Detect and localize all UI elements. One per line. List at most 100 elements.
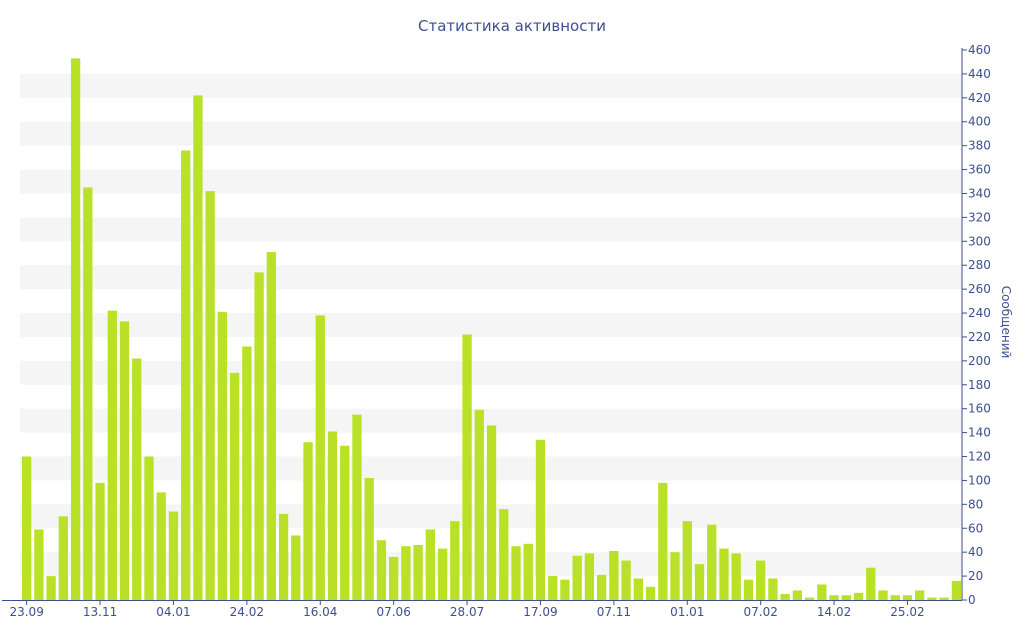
bar	[266, 252, 276, 600]
x-tick-label: 07.06	[376, 605, 410, 619]
bar	[866, 567, 876, 600]
bar	[596, 574, 607, 600]
y-tick-label: 140	[968, 426, 991, 440]
bar	[535, 439, 546, 600]
bar	[523, 543, 533, 600]
y-tick-label: 440	[968, 67, 991, 81]
bar	[303, 442, 313, 600]
bar	[58, 516, 69, 600]
grid-band	[20, 265, 962, 290]
x-tick-label: 28.07	[450, 605, 484, 619]
bar	[168, 511, 179, 600]
bar	[743, 579, 754, 600]
bar	[853, 592, 864, 600]
bar	[156, 492, 166, 600]
bar	[46, 576, 56, 600]
bar	[645, 586, 656, 600]
bar	[217, 311, 228, 600]
bar	[927, 597, 937, 600]
y-tick-label: 40	[968, 545, 983, 559]
bar	[291, 535, 301, 600]
bar	[499, 509, 509, 600]
y-tick-label: 20	[968, 569, 983, 583]
bar	[694, 564, 705, 600]
x-tick-label: 25.02	[890, 605, 924, 619]
bars-group	[22, 58, 962, 600]
bar	[756, 560, 766, 600]
y-tick-label: 240	[968, 306, 991, 320]
bar	[804, 597, 815, 600]
x-tick-label: 14.02	[817, 605, 851, 619]
x-tick-label: 17.09	[523, 605, 557, 619]
bar	[511, 546, 521, 600]
bar	[229, 372, 240, 600]
bar	[278, 513, 289, 600]
bar	[364, 478, 374, 600]
bar	[119, 321, 130, 600]
bar	[401, 546, 411, 600]
bar	[609, 550, 619, 600]
x-tick-label: 13.11	[83, 605, 117, 619]
bar	[731, 553, 741, 600]
x-axis: 23.09 13.11 04.01 24.02 16.04 07.06 28.07 17.09…	[2, 600, 962, 619]
bar	[462, 334, 472, 600]
bar	[768, 578, 778, 600]
chart-title: Статистика активности	[418, 17, 606, 35]
bar	[205, 191, 215, 600]
bar	[707, 524, 717, 600]
bar	[376, 540, 387, 600]
bar	[389, 556, 399, 600]
bar	[621, 560, 631, 600]
grid-band	[20, 217, 962, 242]
bar	[951, 580, 962, 600]
bar	[425, 529, 436, 600]
bar	[254, 272, 264, 600]
y-tick-label: 400	[968, 115, 991, 129]
bar	[584, 553, 595, 600]
bar	[829, 595, 839, 600]
bar	[144, 456, 154, 600]
x-tick-label: 07.11	[597, 605, 631, 619]
x-tick-label: 16.04	[303, 605, 337, 619]
x-tick-label: 23.09	[9, 605, 43, 619]
bar	[890, 595, 900, 600]
x-tick-label: 04.01	[156, 605, 190, 619]
y-tick-label: 60	[968, 521, 983, 535]
y-tick-label: 0	[968, 593, 976, 607]
y-tick-label: 120	[968, 450, 991, 464]
bar	[670, 552, 680, 600]
bar	[437, 548, 448, 600]
grid-band	[20, 121, 962, 146]
x-tick-label: 24.02	[230, 605, 264, 619]
y-tick-label: 100	[968, 473, 991, 487]
grid-band	[20, 73, 962, 98]
bar	[352, 414, 362, 600]
bar	[450, 521, 460, 600]
bar	[474, 409, 484, 600]
x-tick-label: 07.02	[743, 605, 777, 619]
bar	[780, 594, 790, 600]
bar	[327, 431, 338, 600]
grid-band	[20, 360, 962, 385]
bar	[193, 95, 203, 600]
y-tick-label: 200	[968, 354, 991, 368]
bar	[83, 187, 93, 600]
bar	[107, 310, 117, 600]
bar	[181, 150, 191, 600]
bar	[915, 590, 925, 600]
bar	[792, 590, 803, 600]
bar	[878, 590, 888, 600]
y-axis: 0 20 40 60 80 100 120 140 160 180 200 220 240 260 280 3…	[961, 43, 991, 607]
y-tick-label: 280	[968, 258, 991, 272]
grid-band	[20, 313, 962, 337]
bar	[70, 58, 81, 600]
bar	[719, 548, 729, 600]
bar	[682, 521, 692, 600]
y-tick-label: 80	[968, 497, 983, 511]
bar	[817, 584, 827, 600]
grid-band	[20, 169, 962, 194]
bar	[132, 358, 142, 600]
bar	[902, 595, 913, 600]
y-tick-label: 220	[968, 330, 991, 344]
